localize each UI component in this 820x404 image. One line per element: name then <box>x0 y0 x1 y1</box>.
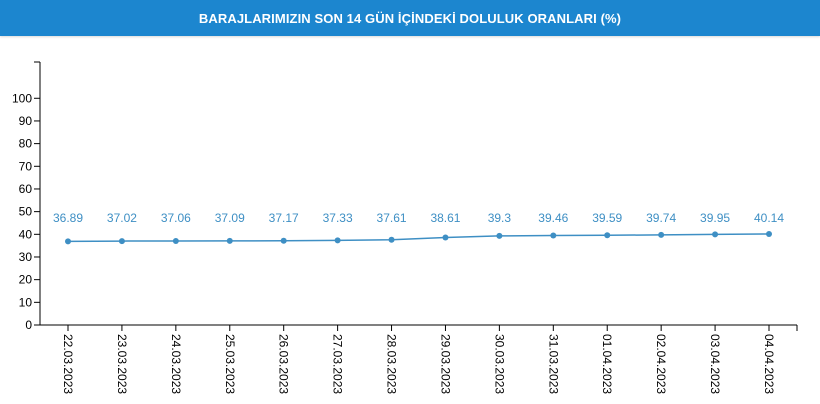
data-label: 37.09 <box>215 211 245 225</box>
data-point <box>550 232 557 239</box>
y-tick-label: 0 <box>25 318 32 332</box>
data-point <box>712 231 719 238</box>
x-tick-label: 25.03.2023 <box>223 334 237 394</box>
data-label: 36.89 <box>53 211 83 225</box>
x-tick-label: 24.03.2023 <box>169 334 183 394</box>
data-point <box>334 237 341 244</box>
data-point <box>226 237 233 244</box>
data-point <box>496 232 503 239</box>
x-tick-label: 04.04.2023 <box>762 334 776 394</box>
series-line <box>67 233 770 243</box>
x-tick-label: 31.03.2023 <box>546 334 560 394</box>
data-label: 39.3 <box>488 211 512 225</box>
data-point <box>280 237 287 244</box>
y-tick-label: 70 <box>19 159 33 173</box>
data-point <box>766 230 772 237</box>
data-label: 39.74 <box>646 211 676 225</box>
data-label: 39.59 <box>592 211 622 225</box>
data-point <box>442 234 449 241</box>
x-tick-label: 01.04.2023 <box>600 334 614 394</box>
chart-title: BARAJLARIMIZIN SON 14 GÜN İÇİNDEKİ DOLUL… <box>198 10 622 26</box>
x-tick-label: 29.03.2023 <box>438 334 452 394</box>
data-point <box>388 236 395 243</box>
data-label: 39.95 <box>700 211 730 225</box>
y-tick-label: 30 <box>19 250 33 264</box>
data-point <box>65 238 71 245</box>
x-tick-label: 26.03.2023 <box>277 334 291 394</box>
data-label: 37.33 <box>323 211 353 225</box>
x-tick-label: 02.04.2023 <box>654 334 668 394</box>
data-label: 37.17 <box>269 211 299 225</box>
y-tick-label: 40 <box>19 227 33 241</box>
data-point <box>172 237 179 244</box>
x-tick-label: 23.03.2023 <box>115 334 129 394</box>
x-tick-label: 30.03.2023 <box>492 334 506 394</box>
data-point <box>604 232 611 239</box>
data-label: 38.61 <box>430 211 460 225</box>
x-tick-label: 28.03.2023 <box>385 334 399 394</box>
data-point <box>658 231 665 238</box>
data-label: 37.61 <box>377 211 407 225</box>
y-tick-label: 80 <box>19 137 33 151</box>
data-label: 37.02 <box>107 211 137 225</box>
data-label: 40.14 <box>754 211 784 225</box>
y-tick-label: 50 <box>19 205 33 219</box>
y-tick-label: 10 <box>19 295 33 309</box>
y-tick-label: 100 <box>12 91 32 105</box>
y-tick-label: 20 <box>19 273 33 287</box>
chart-header: BARAJLARIMIZIN SON 14 GÜN İÇİNDEKİ DOLUL… <box>0 0 820 36</box>
y-tick-label: 90 <box>19 114 33 128</box>
x-tick-label: 27.03.2023 <box>331 334 345 394</box>
data-label: 37.06 <box>161 211 191 225</box>
y-tick-label: 60 <box>19 182 33 196</box>
data-point <box>118 238 125 245</box>
data-label: 39.46 <box>538 211 568 225</box>
x-tick-label: 03.04.2023 <box>708 334 722 394</box>
x-tick-label: 22.03.2023 <box>61 334 75 394</box>
